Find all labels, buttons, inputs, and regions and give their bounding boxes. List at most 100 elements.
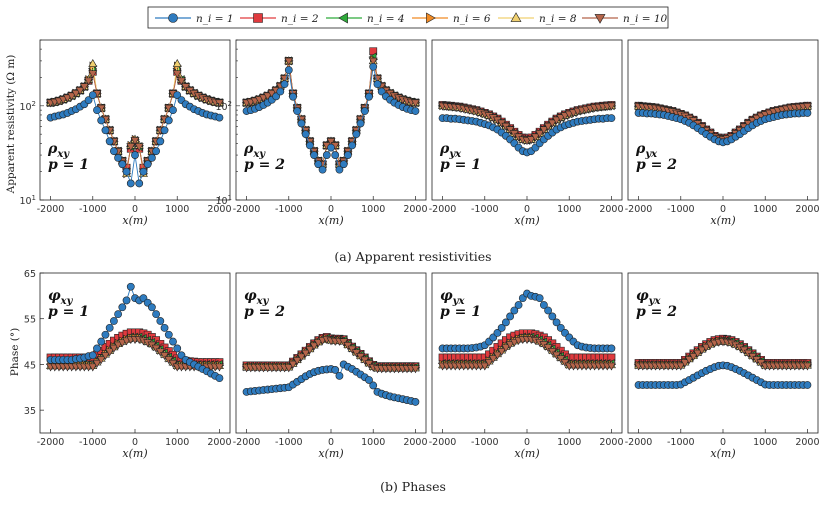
data-point: [335, 371, 344, 380]
data-point: [160, 126, 169, 135]
x-tick-label: 0: [720, 437, 726, 448]
data-point: [109, 317, 118, 325]
series: [438, 289, 616, 353]
legend-marker: [510, 12, 522, 22]
data-point: [156, 317, 165, 325]
x-tick-label: -2000: [625, 204, 653, 215]
x-tick-label: 2000: [599, 437, 623, 448]
data-point: [296, 353, 306, 362]
data-point: [497, 347, 507, 356]
data-point: [289, 92, 297, 101]
panel-p-label: p = 1: [440, 157, 481, 173]
data-point: [169, 337, 177, 346]
data-point: [160, 323, 169, 332]
plot-area: [431, 272, 623, 434]
x-tick-label: -1000: [79, 437, 107, 448]
data-point: [169, 106, 177, 115]
x-tick-label: -2000: [429, 437, 457, 448]
data-point: [552, 318, 561, 327]
x-axis-label: x(m): [514, 447, 539, 460]
data-point: [130, 137, 140, 146]
x-tick-label: 2000: [207, 437, 231, 448]
data-point: [548, 312, 557, 321]
data-point: [318, 165, 327, 174]
legend: n_i = 1 n_i = 2 n_i = 4 n_i = 6 n_i = 8 n_i =…: [147, 6, 669, 29]
data-point: [258, 94, 268, 103]
data-point: [126, 179, 135, 188]
legend-marker: [426, 12, 436, 24]
x-tick-label: -2000: [37, 437, 65, 448]
data-point: [676, 362, 686, 371]
phase-y-axis-label: Phase (°): [9, 328, 21, 376]
data-point: [492, 351, 502, 360]
data-point: [214, 99, 224, 108]
data-point: [152, 310, 161, 319]
data-point: [356, 119, 365, 128]
x-tick-label: -1000: [275, 437, 303, 448]
data-point: [172, 70, 182, 79]
data-point: [497, 323, 506, 332]
data-point: [369, 62, 378, 71]
data-point: [172, 58, 182, 67]
series: [634, 109, 812, 147]
data-point: [526, 136, 536, 145]
data-point: [100, 352, 110, 361]
series: [438, 114, 616, 157]
series: [242, 336, 420, 374]
data-point: [606, 102, 616, 111]
data-point: [688, 353, 698, 361]
data-point: [147, 303, 156, 312]
y-tick-label: 45: [24, 360, 36, 371]
data-point: [284, 57, 294, 66]
data-point: [505, 126, 515, 135]
data-point: [164, 116, 173, 125]
panel-p-label: p = 2: [636, 157, 677, 173]
legend-label: n_i = 10: [623, 13, 668, 25]
x-axis-label: x(m): [122, 447, 147, 460]
data-point: [105, 137, 114, 146]
data-point: [607, 114, 616, 123]
data-point: [313, 339, 323, 348]
y-tick-label: 65: [24, 269, 36, 280]
data-point: [118, 303, 127, 312]
data-point: [293, 107, 302, 115]
data-point: [88, 363, 98, 372]
x-axis-label: x(m): [710, 214, 735, 227]
x-tick-label: 0: [328, 204, 334, 215]
data-point: [88, 58, 98, 67]
x-tick-label: 0: [132, 437, 138, 448]
x-axis-label: x(m): [122, 214, 147, 227]
data-point: [305, 141, 314, 150]
data-point: [109, 344, 119, 353]
plot-area: [39, 39, 231, 201]
x-axis-label: x(m): [318, 447, 343, 460]
legend-entry: n_i = 4: [326, 12, 405, 25]
x-tick-label: -2000: [233, 204, 261, 215]
series: [242, 62, 420, 174]
data-point: [134, 143, 144, 152]
data-point: [530, 133, 540, 142]
data-point: [803, 381, 812, 389]
x-tick-label: 1000: [557, 204, 581, 215]
data-point: [410, 365, 420, 374]
data-point: [606, 362, 616, 371]
data-point: [326, 138, 336, 147]
data-point: [114, 310, 123, 319]
x-tick-label: 1000: [557, 437, 581, 448]
data-point: [547, 119, 557, 128]
plot-area: [235, 39, 427, 201]
data-point: [331, 151, 340, 159]
panel-p-label: p = 1: [48, 157, 89, 173]
legend-entry: n_i = 10: [582, 13, 668, 25]
data-point: [510, 306, 519, 315]
data-point: [369, 47, 378, 56]
data-point: [288, 360, 298, 369]
data-point: [71, 90, 81, 98]
x-tick-label: 1000: [753, 204, 777, 215]
series: [242, 360, 420, 406]
x-tick-label: 2000: [795, 204, 819, 215]
data-point: [544, 306, 553, 315]
